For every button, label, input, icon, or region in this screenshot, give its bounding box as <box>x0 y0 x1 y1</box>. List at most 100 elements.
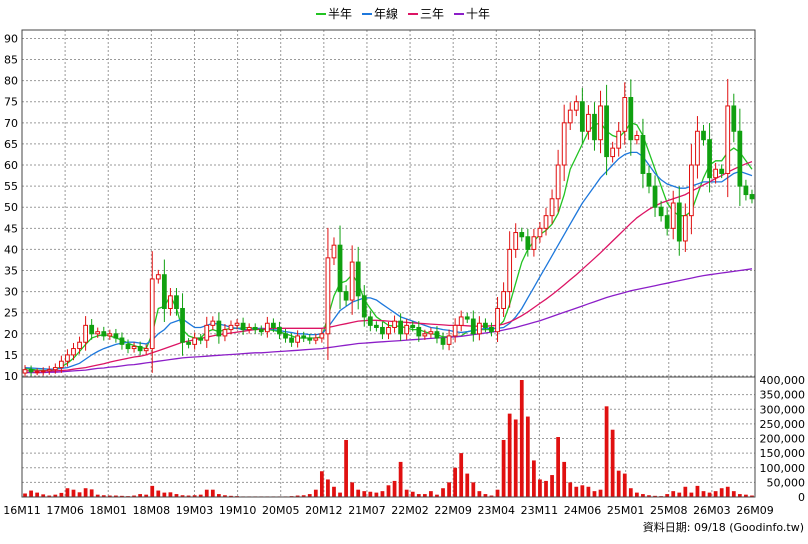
price-tick-label: 75 <box>4 96 18 109</box>
chart-frame <box>21 29 756 498</box>
time-tick-label: 21M07 <box>348 504 386 517</box>
candle-body <box>476 322 482 335</box>
candle-body <box>410 324 416 328</box>
volume-bar <box>338 492 342 497</box>
candle-body <box>77 341 82 350</box>
candle-body <box>489 326 494 333</box>
time-tick-label: 26M09 <box>736 504 774 517</box>
candle-body <box>634 134 640 141</box>
candle-body <box>719 168 725 174</box>
candle-body <box>210 320 216 326</box>
legend-label-0: 半年 <box>328 7 352 21</box>
time-tick-label: 22M02 <box>391 504 429 517</box>
volume-bar <box>483 494 488 497</box>
volume-bar <box>374 492 379 497</box>
candle-body <box>586 113 591 132</box>
candle-body <box>40 370 46 373</box>
price-tick-label: 45 <box>4 222 18 235</box>
candle-body <box>107 333 113 337</box>
candle-body <box>701 130 706 141</box>
candle-body <box>416 326 422 337</box>
volume-tick-label: 100,000 <box>760 462 806 475</box>
volume-bar <box>604 406 609 497</box>
volume-bar <box>744 494 748 497</box>
volume-bar <box>386 485 391 497</box>
volume-bar <box>719 488 724 497</box>
volume-bar <box>138 494 143 497</box>
time-tick-label: 18M08 <box>133 504 171 517</box>
candle-body <box>573 101 579 111</box>
time-tick-label: 20M12 <box>305 504 343 517</box>
candle-body <box>137 345 143 352</box>
candle-body <box>446 335 452 345</box>
volume-bar <box>574 486 579 497</box>
candle-body <box>386 326 391 335</box>
chart-grid <box>21 30 756 497</box>
volume-bar <box>120 495 124 497</box>
price-tick-label: 50 <box>4 201 18 214</box>
volume-bar <box>562 461 567 497</box>
volume-bar <box>507 413 512 497</box>
volume-bars <box>23 380 754 497</box>
volume-bar <box>731 491 736 497</box>
price-tick-label: 80 <box>4 75 18 88</box>
candle-body <box>289 337 294 343</box>
volume-bar <box>653 495 657 497</box>
time-tick-label: 25M08 <box>650 504 688 517</box>
candle-body <box>168 295 173 309</box>
candle-body <box>652 185 658 208</box>
volume-bar <box>59 492 64 497</box>
candle-body <box>180 307 185 343</box>
volume-bar <box>513 419 518 497</box>
candle-body <box>240 322 246 331</box>
volume-bar <box>229 495 233 497</box>
volume-bar <box>168 492 173 497</box>
candle-body <box>646 172 652 187</box>
candle-body <box>501 291 506 309</box>
volume-bar <box>689 492 694 497</box>
price-tick-label: 30 <box>4 286 18 299</box>
volume-bar <box>35 492 40 497</box>
volume-bar <box>326 479 330 497</box>
candle-body <box>610 147 616 158</box>
candle-body <box>101 331 107 337</box>
time-tick-label: 25M01 <box>607 504 645 517</box>
candle-body <box>543 215 549 229</box>
volume-bar <box>616 470 621 497</box>
candle-body <box>458 316 464 326</box>
candle-body <box>374 324 379 328</box>
candle-body <box>398 320 403 335</box>
candle-body <box>186 341 191 345</box>
candle-body <box>174 295 179 309</box>
volume-bar <box>307 494 312 497</box>
volume-bar <box>150 485 155 497</box>
candle-body <box>380 326 385 335</box>
candle-body <box>361 295 367 318</box>
volume-bar <box>350 482 355 497</box>
volume-bar <box>404 489 409 497</box>
candle-body <box>434 331 440 339</box>
volume-bar <box>223 495 227 497</box>
volume-tick-label: 250,000 <box>760 418 806 431</box>
volume-bar <box>447 482 451 497</box>
volume-bar <box>362 491 367 497</box>
candle-body <box>567 109 573 124</box>
volume-bar <box>750 495 754 497</box>
candle-body <box>349 261 355 301</box>
volume-bar <box>368 491 373 497</box>
volume-tick-label: 50,000 <box>767 476 806 489</box>
candle-body <box>725 105 731 174</box>
price-tick-label: 85 <box>4 54 18 67</box>
volume-bar <box>398 461 403 497</box>
volume-bar <box>725 486 730 497</box>
volume-bar <box>580 485 585 497</box>
time-axis: 16M11 17M06 18M01 18M08 19M03 19M10 20M05 20M12… <box>3 504 774 517</box>
candle-body <box>65 354 70 362</box>
volume-bar <box>550 475 554 497</box>
volume-bar <box>465 473 470 497</box>
volume-bar <box>713 491 718 497</box>
volume-bar <box>107 495 112 497</box>
candle-body <box>743 185 749 196</box>
candle-body <box>483 322 488 328</box>
volume-bar <box>501 439 506 497</box>
